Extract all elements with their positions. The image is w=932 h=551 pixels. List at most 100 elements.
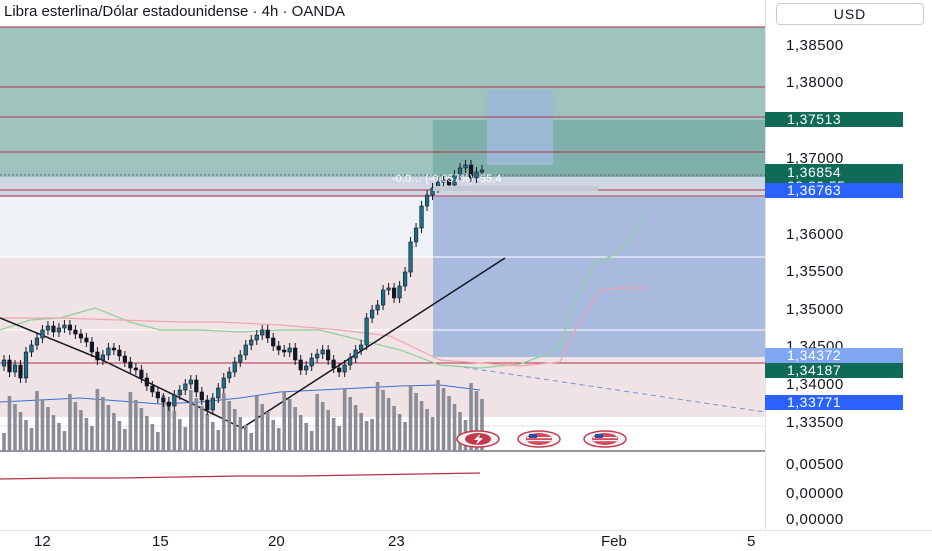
candle-body <box>391 287 397 299</box>
flash-event-icon[interactable] <box>456 430 500 448</box>
candle-body <box>89 341 95 353</box>
volume-bar <box>101 397 105 451</box>
candle-body <box>260 329 265 336</box>
candle-body <box>474 171 479 179</box>
volume-bar <box>62 431 67 451</box>
position-bar <box>433 186 598 191</box>
currency-button[interactable]: USD <box>776 3 924 25</box>
candle-body <box>227 371 232 379</box>
candle-body <box>221 377 226 389</box>
time-label: 12 <box>34 533 51 550</box>
volume-bar <box>293 407 297 451</box>
volume-bar <box>386 398 391 451</box>
volume-bar <box>40 399 45 451</box>
volume-bar <box>474 391 479 451</box>
volume-bar <box>216 430 221 451</box>
candle-body <box>370 309 375 319</box>
moving-average-line <box>0 384 481 405</box>
volume-bar <box>397 414 402 451</box>
candle-body <box>468 164 474 179</box>
candle-body <box>62 324 67 329</box>
candle-body <box>419 205 424 229</box>
volume-bar <box>419 401 424 451</box>
candle-body <box>381 289 386 306</box>
candle-body <box>56 327 62 333</box>
volume-bar <box>276 428 281 451</box>
volume-bar <box>7 396 12 451</box>
indicator-line <box>0 472 481 480</box>
candle-body <box>177 389 182 396</box>
dashed-trendline <box>454 365 765 413</box>
candle-body <box>29 344 34 353</box>
volume-bar <box>150 424 155 451</box>
time-label: 20 <box>268 533 285 550</box>
price-tick: 1,33500 <box>786 414 844 431</box>
candle-body <box>271 337 276 347</box>
candle-body <box>413 227 419 243</box>
candle-body <box>293 347 298 361</box>
candle-body <box>282 349 287 353</box>
candle-body <box>51 325 56 333</box>
target-price-tag: 1,37513 <box>765 112 903 127</box>
candle-body <box>386 287 391 291</box>
volume-bar <box>403 422 407 451</box>
volume-bar <box>452 404 457 451</box>
candle-body <box>166 401 171 407</box>
volume-bar <box>210 422 215 451</box>
volume-bar <box>29 428 34 451</box>
volume-bar <box>106 405 111 451</box>
candle-body <box>12 364 18 373</box>
candle-body <box>23 351 29 379</box>
candle-body <box>73 329 78 335</box>
volume-bar <box>271 420 276 451</box>
candle-body <box>348 357 353 366</box>
price-scale[interactable] <box>765 0 932 530</box>
candle-body <box>375 304 380 311</box>
candle-body <box>106 347 111 356</box>
candle-body <box>45 325 51 331</box>
us-flag-event-icon[interactable] <box>517 430 561 448</box>
candle-body <box>342 364 347 373</box>
candle-body <box>194 379 199 393</box>
volume-bar <box>172 411 177 451</box>
level-a-tag: 1,34372 <box>765 348 903 363</box>
price-tick: 1,36000 <box>786 226 844 243</box>
time-axis[interactable]: 12 15 20 23 Feb 5 <box>0 530 932 551</box>
volume-bar <box>408 385 413 451</box>
volume-bar <box>13 404 17 451</box>
volume-bar <box>199 406 204 451</box>
volume-bar <box>134 400 138 451</box>
candle-body <box>216 387 221 399</box>
candle-body <box>232 361 237 373</box>
volume-bar <box>90 426 94 451</box>
candle-body <box>320 349 325 355</box>
price-chart[interactable]: -0,0… (-0,057%) -55,4 <box>0 0 765 530</box>
volume-bar <box>51 415 56 451</box>
candle-body <box>34 337 40 346</box>
candle-body <box>326 349 331 361</box>
volume-bar <box>364 421 369 451</box>
volume-bar <box>18 412 23 451</box>
indicator-tick: 0,00000 <box>786 511 844 528</box>
volume-bar <box>139 408 144 451</box>
candle-body <box>172 394 177 407</box>
volume-bar <box>68 394 72 451</box>
candle-body <box>463 164 468 169</box>
candle-body <box>304 365 309 371</box>
volume-bar <box>189 390 193 451</box>
indicator-tick: 0,00500 <box>786 456 844 473</box>
volume-bar <box>304 423 308 451</box>
us-flag-event-icon[interactable] <box>583 430 627 448</box>
candle-body <box>161 397 166 403</box>
indicator-tick: 0,00000 <box>786 485 844 502</box>
volume-bar <box>156 432 160 451</box>
volume-bar <box>441 388 446 451</box>
volume-bar <box>337 426 341 451</box>
candle-body <box>359 344 364 351</box>
volume-bar <box>282 391 287 451</box>
volume-bar <box>243 425 248 451</box>
volume-bar <box>320 402 325 451</box>
volume-bar <box>2 433 6 451</box>
candle-body <box>309 357 314 367</box>
chart-canvas[interactable]: -0,0… (-0,057%) -55,4 Libra esterlina/Dó… <box>0 0 765 530</box>
